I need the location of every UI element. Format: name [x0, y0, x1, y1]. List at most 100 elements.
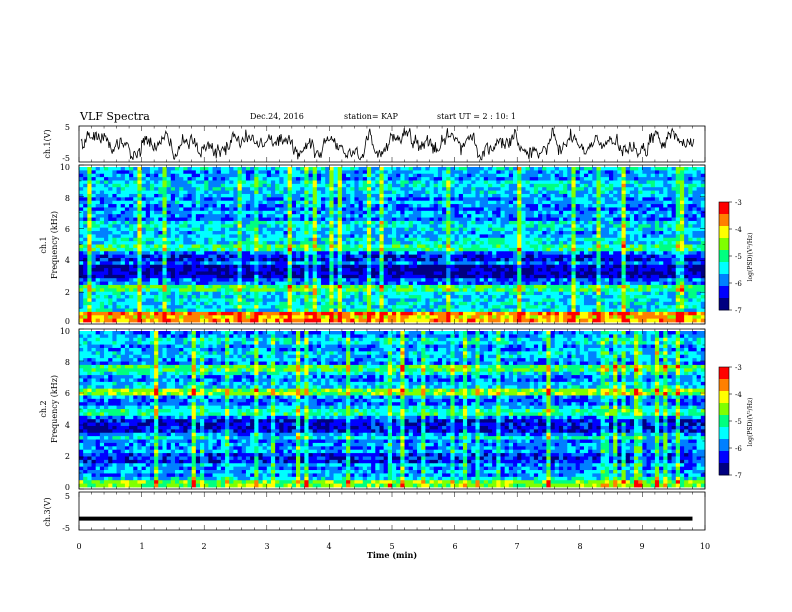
spectrogram-cell	[525, 295, 531, 299]
spectrogram-cell	[112, 217, 117, 222]
spectrogram-cell	[137, 190, 142, 195]
spectrogram-cell	[487, 214, 493, 218]
spectrogram-cell	[358, 284, 364, 289]
spectrogram-cell	[325, 274, 330, 279]
spectrogram-cell	[204, 200, 209, 205]
spectrogram-cell	[371, 318, 376, 323]
spectrogram-cell	[179, 234, 184, 239]
spectrogram-cell	[79, 217, 84, 222]
spectrogram-cell	[525, 234, 531, 239]
spectrogram-cell	[91, 217, 97, 222]
spectrogram-cell	[341, 288, 347, 293]
spectrogram-cell	[212, 264, 218, 269]
spectrogram-cell	[145, 237, 151, 242]
spectrogram-cell	[450, 311, 455, 316]
spectrogram-cell	[404, 311, 410, 316]
spectrogram-cell	[154, 305, 159, 309]
spectrogram-cell	[216, 257, 222, 262]
spectrogram-cell	[483, 220, 489, 225]
spectrogram-cell	[237, 234, 243, 239]
spectrogram-cell	[83, 247, 88, 252]
spectrogram-cell	[108, 180, 113, 185]
spectrogram-cell	[517, 295, 522, 299]
spectrogram-cell	[362, 197, 368, 202]
spectrogram-cell	[287, 241, 293, 245]
spectrogram-cell	[112, 220, 117, 225]
spectrogram-cell	[341, 183, 347, 188]
spectrogram-cell	[208, 167, 213, 171]
spectrogram-cell	[187, 220, 193, 225]
spectrogram-cell	[208, 177, 213, 181]
spectrogram-cell	[225, 217, 230, 222]
spectrogram-cell	[137, 295, 142, 299]
spectrogram-cell	[191, 305, 197, 309]
spectrogram-cell	[350, 247, 355, 252]
spectrogram-cell	[166, 170, 172, 175]
spectrogram-cell	[308, 257, 314, 262]
spectrogram-cell	[112, 224, 117, 229]
spectrogram-cell	[287, 190, 293, 195]
spectrogram-cell	[149, 308, 155, 313]
spectrogram-cell	[158, 217, 163, 222]
spectrogram-cell	[312, 190, 318, 195]
spectrogram-cell	[283, 217, 289, 222]
spectrogram-cell	[241, 227, 247, 232]
spectrogram-cell	[204, 180, 209, 185]
spectrogram-cell	[358, 308, 364, 313]
spectrogram-cell	[104, 288, 109, 293]
spectrogram-cell	[529, 200, 535, 205]
spectrogram-cell	[479, 278, 485, 282]
spectrogram-cell	[141, 261, 147, 266]
spectrogram-cell	[200, 244, 205, 249]
spectrogram-cell	[112, 207, 117, 212]
spectrogram-cell	[387, 311, 393, 316]
spectrogram-cell	[379, 301, 385, 306]
spectrogram-cell	[258, 231, 264, 235]
spectrogram-cell	[112, 298, 117, 303]
spectrogram-cell	[141, 241, 147, 245]
spectrogram-cell	[158, 257, 163, 262]
spectrogram-cell	[254, 187, 259, 191]
spectrogram-cell	[387, 268, 393, 272]
spectrogram-cell	[245, 274, 251, 279]
spectrogram-cell	[321, 244, 326, 249]
spectrogram-cell	[513, 298, 518, 303]
spectrogram-cell	[471, 274, 476, 279]
spectrogram-cell	[79, 295, 84, 299]
spectrogram-cell	[137, 227, 142, 232]
spectrogram-cell	[304, 284, 309, 289]
spectrogram-cell	[442, 200, 447, 205]
spectrogram-cell	[79, 251, 84, 256]
spectrogram-cell	[300, 197, 305, 202]
spectrogram-cell	[366, 227, 372, 232]
spectrogram-cell	[266, 220, 272, 225]
spectrogram-cell	[408, 193, 414, 198]
spectrogram-cell	[149, 237, 155, 242]
spectrogram-cell	[83, 271, 88, 276]
spectrogram-cell	[187, 170, 193, 175]
spectrogram-cell	[479, 173, 485, 178]
spectrogram-cell	[291, 241, 297, 245]
spectrogram-cell	[487, 254, 493, 259]
spectrogram-cell	[341, 261, 347, 266]
spectrogram-cell	[133, 268, 138, 272]
spectrogram-cell	[337, 200, 343, 205]
spectrogram-cell	[254, 234, 259, 239]
spectrogram-cell	[321, 197, 326, 202]
spectrogram-cell	[496, 308, 501, 313]
spectrogram-cell	[279, 311, 284, 316]
spectrogram-cell	[513, 257, 518, 262]
spectrogram-cell	[346, 220, 351, 225]
spectrogram-cell	[442, 251, 447, 256]
spectrogram-cell	[379, 217, 385, 222]
spectrogram-cell	[446, 214, 451, 218]
spectrogram-cell	[191, 207, 197, 212]
spectrogram-cell	[375, 268, 380, 272]
spectrogram-cell	[492, 274, 497, 279]
spectrogram-cell	[337, 311, 343, 316]
spectrogram-cell	[191, 308, 197, 313]
spectrogram-cell	[291, 318, 297, 323]
spectrogram-cell	[412, 244, 418, 249]
spectrogram-cell	[446, 244, 451, 249]
spectrogram-cell	[296, 281, 301, 286]
